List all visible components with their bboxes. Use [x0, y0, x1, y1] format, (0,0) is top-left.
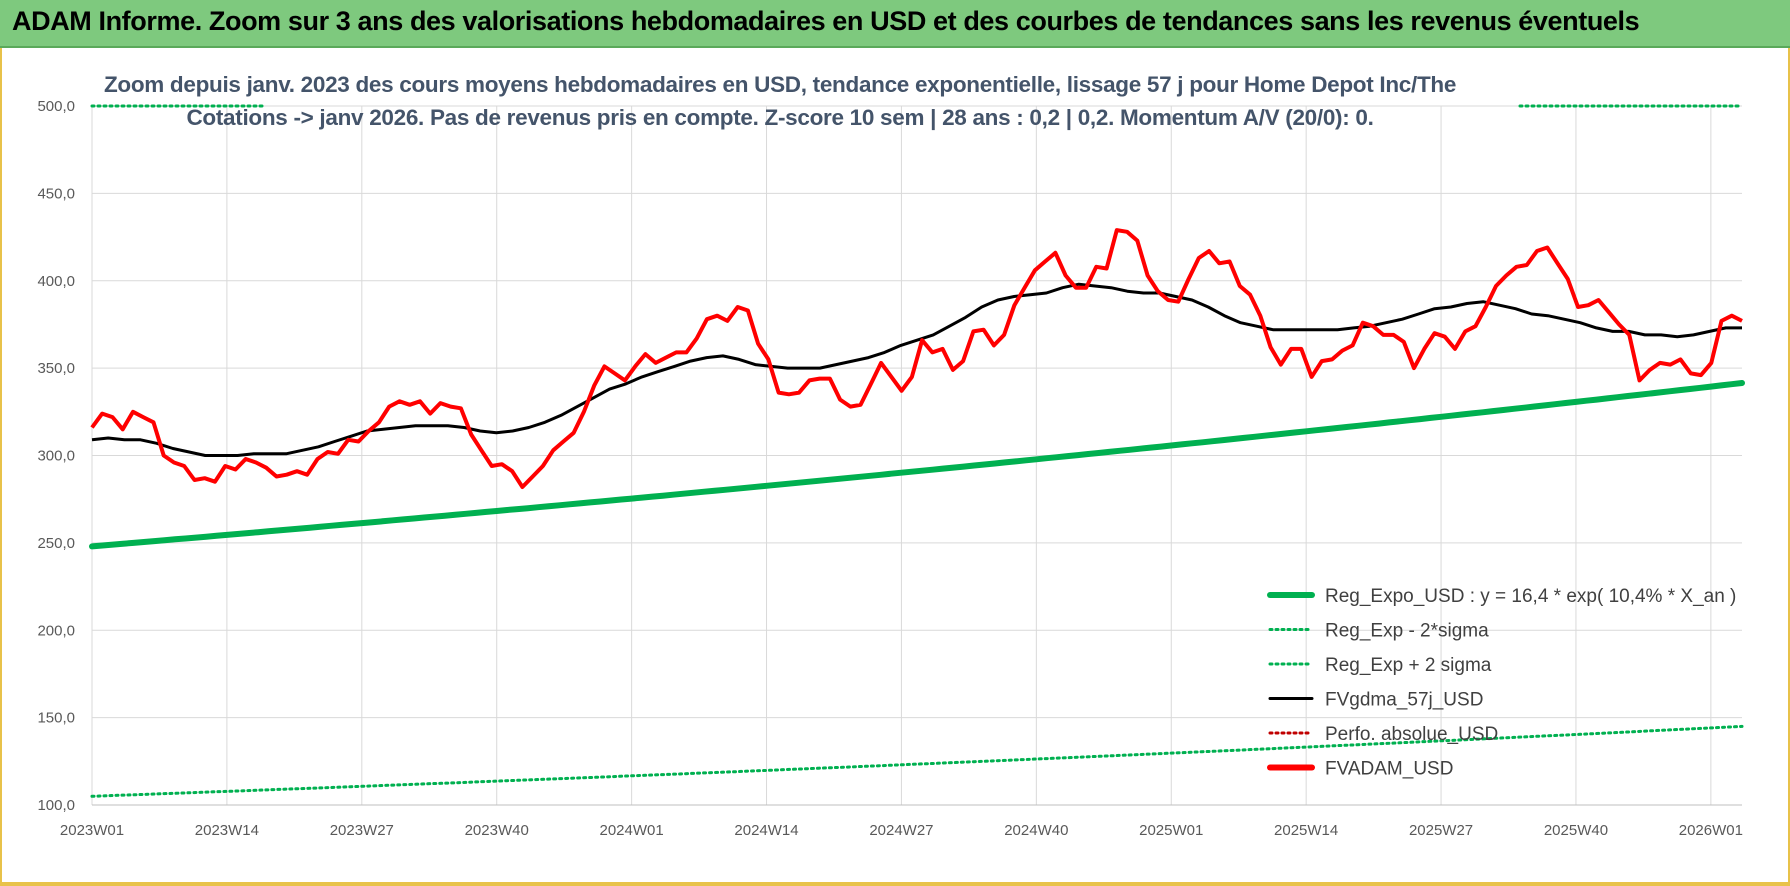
x-tick-label: 2023W14 [195, 822, 259, 839]
x-tick-label: 2024W27 [869, 822, 933, 839]
x-tick-label: 2025W01 [1139, 822, 1203, 839]
x-tick-label: 2024W40 [1004, 822, 1068, 839]
x-tick-label: 2025W14 [1274, 822, 1338, 839]
legend-label: FVgdma_57j_USD [1325, 690, 1483, 711]
legend-label: Reg_Exp - 2*sigma [1325, 621, 1489, 642]
y-tick-label: 300,0 [37, 448, 75, 465]
y-tick-label: 500,0 [37, 98, 75, 115]
report-title: ADAM Informe. Zoom sur 3 ans des valoris… [12, 6, 1640, 36]
legend-label: Reg_Exp + 2 sigma [1325, 655, 1492, 676]
legend-label: FVADAM_USD [1325, 759, 1453, 780]
legend-item: Perfo. absolue_USD [1268, 724, 1498, 745]
y-tick-label: 200,0 [37, 622, 75, 639]
series-reg-expo-usd [89, 380, 1745, 550]
y-tick-label: 150,0 [37, 710, 75, 727]
legend-item: FVADAM_USD [1267, 759, 1453, 780]
legend-item: Reg_Expo_USD : y = 16,4 * exp( 10,4% * X… [1267, 586, 1736, 607]
legend-item: Reg_Exp - 2*sigma [1268, 621, 1489, 642]
y-tick-label: 400,0 [37, 273, 75, 290]
legend-item: Reg_Exp + 2 sigma [1268, 655, 1492, 676]
header-banner: ADAM Informe. Zoom sur 3 ans des valoris… [0, 0, 1790, 48]
y-tick-label: 100,0 [37, 797, 75, 814]
x-tick-label: 2024W01 [600, 822, 664, 839]
x-tick-label: 2023W27 [330, 822, 394, 839]
y-tick-label: 450,0 [37, 185, 75, 202]
x-tick-label: 2023W01 [60, 822, 124, 839]
chart-title-line-2: Cotations -> janv 2026. Pas de revenus p… [186, 105, 1374, 130]
legend-label: Perfo. absolue_USD [1325, 724, 1498, 745]
x-tick-label: 2024W14 [734, 822, 798, 839]
legend-label: Reg_Expo_USD : y = 16,4 * exp( 10,4% * X… [1325, 586, 1736, 607]
series-fvgdma-57j-usd [91, 282, 1742, 457]
chart-title: Zoom depuis janv. 2023 des cours moyens … [0, 68, 1560, 134]
chart-title-line-1: Zoom depuis janv. 2023 des cours moyens … [103, 72, 1457, 97]
y-tick-label: 250,0 [37, 535, 75, 552]
series-fvadam-usd [90, 228, 1743, 489]
bottom-strip [0, 882, 1790, 886]
y-tick-label: 350,0 [37, 360, 75, 377]
legend-item: FVgdma_57j_USD [1268, 690, 1483, 711]
x-tick-label: 2023W40 [465, 822, 529, 839]
series-reg-exp-minus-2-sigma [90, 724, 1744, 798]
x-tick-label: 2025W27 [1409, 822, 1473, 839]
x-tick-label: 2026W01 [1679, 822, 1743, 839]
x-tick-label: 2025W40 [1544, 822, 1608, 839]
